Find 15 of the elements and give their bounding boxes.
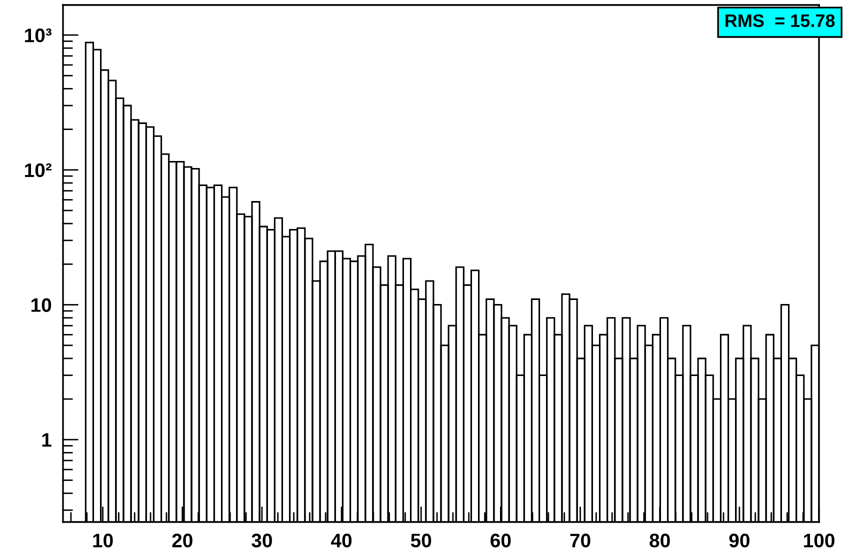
y-tick-label: 1: [42, 433, 52, 447]
x-tick-label: 70: [570, 534, 590, 548]
y-tick-label: 10³: [25, 28, 52, 42]
x-tick-label: 20: [172, 534, 192, 548]
annotation: RMS = 15.78: [726, 14, 835, 28]
x-tick-label: 10: [93, 534, 113, 548]
x-tick-label: 60: [490, 534, 511, 548]
x-tick-label: 30: [252, 534, 272, 548]
x-tick-label: 40: [331, 534, 352, 548]
y-tick-label: 10²: [25, 163, 52, 178]
x-tick-label: 100: [804, 534, 834, 548]
x-tick-label: 50: [410, 534, 432, 548]
x-tick-label: 80: [650, 534, 670, 548]
y-tick-label: 10: [31, 298, 52, 312]
x-tick-label: 90: [729, 534, 750, 548]
